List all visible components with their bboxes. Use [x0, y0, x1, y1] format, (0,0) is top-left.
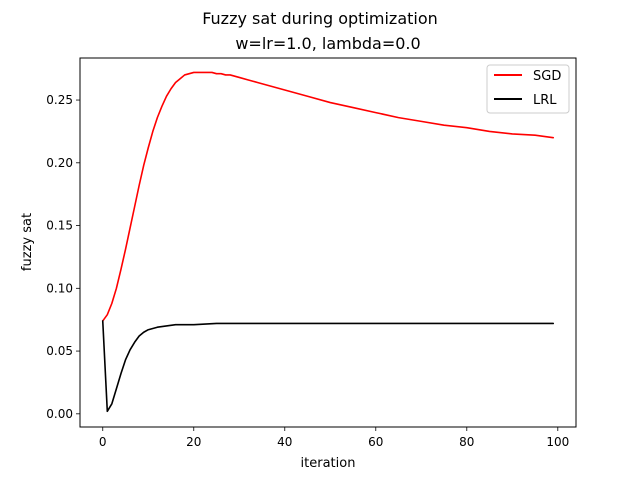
y-tick-label: 0.15: [46, 219, 73, 233]
series-line-lrl: [101, 320, 555, 413]
legend: SGD LRL: [486, 64, 570, 114]
x-tick-label: 80: [459, 435, 474, 449]
series-line-sgd: [101, 71, 555, 322]
y-axis-ticks: 0.00 0.05 0.10 0.15 0.20 0.25: [46, 93, 80, 421]
legend-box: [486, 64, 570, 114]
chart-subtitle: w=lr=1.0, lambda=0.0: [235, 34, 420, 53]
legend-label-lrl: LRL: [533, 93, 557, 108]
y-tick-label: 0.20: [46, 156, 73, 170]
x-tick-label: 40: [277, 435, 292, 449]
y-axis-label: fuzzy sat: [20, 213, 35, 271]
x-tick-label: 0: [99, 435, 107, 449]
x-axis-label: iteration: [301, 456, 356, 471]
y-tick-label: 0.25: [46, 93, 73, 107]
x-axis-ticks: 0 20 40 60 80 100: [99, 427, 569, 449]
y-tick-label: 0.00: [46, 407, 73, 421]
x-tick-label: 100: [546, 435, 569, 449]
plot-area: [101, 71, 555, 413]
legend-label-sgd: SGD: [533, 69, 561, 84]
plot-frame: [79, 57, 577, 428]
y-tick-label: 0.05: [46, 344, 73, 358]
x-tick-label: 20: [186, 435, 201, 449]
y-tick-label: 0.10: [46, 281, 73, 295]
chart-title: Fuzzy sat during optimization: [202, 9, 438, 28]
x-tick-label: 60: [368, 435, 383, 449]
